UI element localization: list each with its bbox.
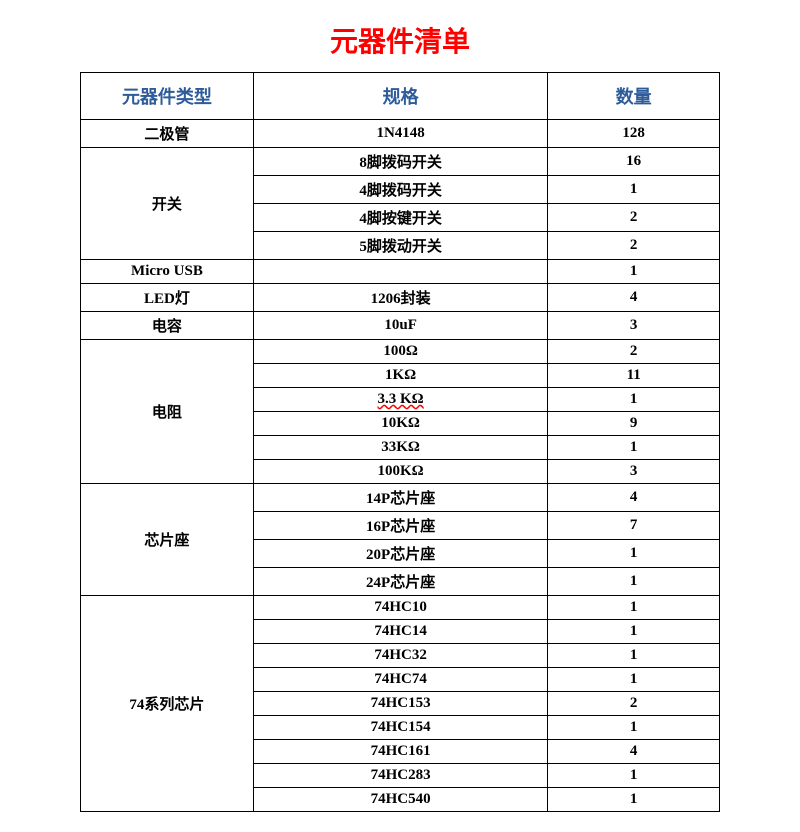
table-row: 芯片座14P芯片座4 <box>81 484 720 512</box>
table-row: 电容10uF3 <box>81 312 720 340</box>
cell-qty: 9 <box>548 412 720 436</box>
cell-qty: 4 <box>548 740 720 764</box>
column-header-qty: 数量 <box>548 73 720 120</box>
cell-qty: 11 <box>548 364 720 388</box>
table-row: Micro USB 1 <box>81 260 720 284</box>
cell-spec: 10KΩ <box>253 412 547 436</box>
page-title: 元器件清单 <box>0 20 800 60</box>
cell-spec: 8脚拨码开关 <box>253 148 547 176</box>
cell-type: 电容 <box>81 312 254 340</box>
table-row: 电阻100Ω2 <box>81 340 720 364</box>
table-header-row: 元器件类型 规格 数量 <box>81 73 720 120</box>
cell-spec: 100KΩ <box>253 460 547 484</box>
cell-spec: 74HC154 <box>253 716 547 740</box>
cell-qty: 2 <box>548 232 720 260</box>
cell-spec: 100Ω <box>253 340 547 364</box>
cell-spec: 24P芯片座 <box>253 568 547 596</box>
cell-spec: 74HC161 <box>253 740 547 764</box>
column-header-type: 元器件类型 <box>81 73 254 120</box>
cell-spec: 1206封装 <box>253 284 547 312</box>
cell-qty: 16 <box>548 148 720 176</box>
cell-qty: 2 <box>548 692 720 716</box>
cell-type: Micro USB <box>81 260 254 284</box>
cell-spec: 14P芯片座 <box>253 484 547 512</box>
cell-spec: 74HC32 <box>253 644 547 668</box>
cell-spec: 74HC283 <box>253 764 547 788</box>
cell-qty: 1 <box>548 176 720 204</box>
cell-spec: 4脚按键开关 <box>253 204 547 232</box>
cell-qty: 2 <box>548 340 720 364</box>
cell-qty: 1 <box>548 716 720 740</box>
cell-type: 芯片座 <box>81 484 254 596</box>
cell-spec: 74HC153 <box>253 692 547 716</box>
cell-spec: 16P芯片座 <box>253 512 547 540</box>
cell-qty: 1 <box>548 388 720 412</box>
cell-spec: 1N4148 <box>253 120 547 148</box>
cell-qty: 1 <box>548 764 720 788</box>
cell-type: 开关 <box>81 148 254 260</box>
cell-qty: 1 <box>548 260 720 284</box>
cell-spec: 5脚拨动开关 <box>253 232 547 260</box>
cell-spec: 33KΩ <box>253 436 547 460</box>
cell-qty: 128 <box>548 120 720 148</box>
cell-qty: 2 <box>548 204 720 232</box>
component-table: 元器件类型 规格 数量 二极管1N4148128开关8脚拨码开关164脚拨码开关… <box>80 72 720 812</box>
cell-spec: 1KΩ <box>253 364 547 388</box>
cell-qty: 1 <box>548 436 720 460</box>
cell-qty: 1 <box>548 644 720 668</box>
cell-spec <box>253 260 547 284</box>
cell-spec: 74HC10 <box>253 596 547 620</box>
table-row: 开关8脚拨码开关16 <box>81 148 720 176</box>
column-header-spec: 规格 <box>253 73 547 120</box>
cell-spec: 20P芯片座 <box>253 540 547 568</box>
cell-qty: 3 <box>548 460 720 484</box>
cell-type: 二极管 <box>81 120 254 148</box>
cell-type: LED灯 <box>81 284 254 312</box>
cell-type: 74系列芯片 <box>81 596 254 812</box>
cell-spec: 74HC14 <box>253 620 547 644</box>
cell-qty: 4 <box>548 484 720 512</box>
table-row: 74系列芯片74HC101 <box>81 596 720 620</box>
cell-spec: 10uF <box>253 312 547 340</box>
cell-qty: 7 <box>548 512 720 540</box>
cell-qty: 1 <box>548 568 720 596</box>
table-row: LED灯1206封装4 <box>81 284 720 312</box>
cell-qty: 3 <box>548 312 720 340</box>
cell-qty: 1 <box>548 540 720 568</box>
cell-spec: 4脚拨码开关 <box>253 176 547 204</box>
cell-qty: 1 <box>548 596 720 620</box>
cell-qty: 1 <box>548 620 720 644</box>
table-row: 二极管1N4148128 <box>81 120 720 148</box>
cell-qty: 4 <box>548 284 720 312</box>
cell-spec: 74HC74 <box>253 668 547 692</box>
cell-qty: 1 <box>548 668 720 692</box>
cell-type: 电阻 <box>81 340 254 484</box>
cell-spec: 3.3 KΩ <box>253 388 547 412</box>
